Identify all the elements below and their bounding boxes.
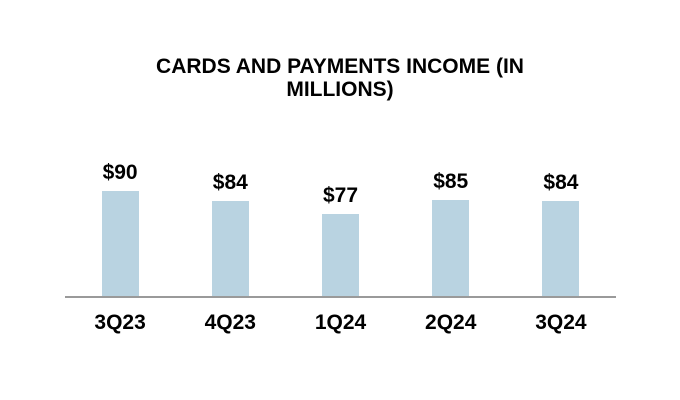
bar-slot: $84 bbox=[506, 171, 616, 297]
category-axis: 3Q23 4Q23 1Q24 2Q24 3Q24 bbox=[65, 311, 616, 335]
bar-value-label: $90 bbox=[102, 161, 138, 184]
chart-title: CARDS AND PAYMENTS INCOME (IN MILLIONS) bbox=[156, 55, 524, 101]
bar bbox=[542, 201, 580, 297]
bar-slot: $77 bbox=[285, 182, 395, 297]
x-tick-label: 3Q23 bbox=[94, 311, 146, 334]
bar-value-label: $85 bbox=[433, 170, 469, 193]
bar-slot: $85 bbox=[396, 170, 506, 297]
x-axis-line bbox=[65, 296, 616, 298]
bar bbox=[101, 191, 139, 297]
bar-slot: $84 bbox=[175, 171, 285, 297]
bar-value-label: $77 bbox=[322, 184, 359, 207]
bar-value-label: $84 bbox=[212, 171, 248, 194]
bar bbox=[432, 200, 470, 297]
x-tick-label: 2Q24 bbox=[425, 311, 477, 334]
bar-value-label: $84 bbox=[543, 171, 579, 194]
x-tick-label: 4Q23 bbox=[204, 311, 256, 334]
plot-area: $90 $84 $77 $85 $84 bbox=[65, 161, 616, 297]
bar bbox=[211, 201, 249, 297]
bar bbox=[322, 214, 359, 297]
x-tick-label: 3Q24 bbox=[535, 311, 587, 334]
x-tick-label: 1Q24 bbox=[314, 311, 367, 334]
bar-slot: $90 bbox=[65, 161, 175, 297]
